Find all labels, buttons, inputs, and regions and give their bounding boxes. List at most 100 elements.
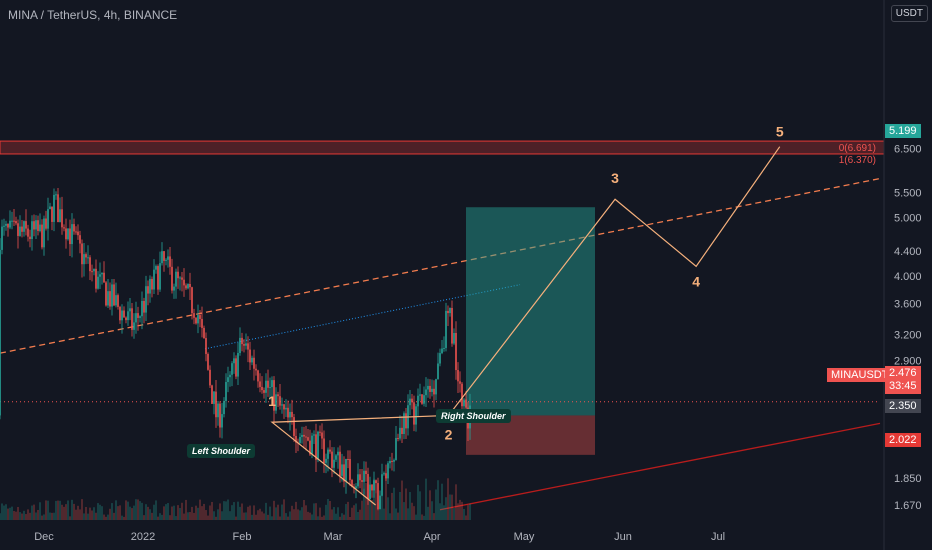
volume-bar — [235, 516, 237, 520]
volume-bar — [251, 514, 253, 520]
volume-bar — [83, 513, 85, 520]
candle-body — [461, 383, 463, 407]
volume-bar — [363, 488, 365, 520]
candle-body — [431, 388, 433, 392]
volume-bar — [459, 499, 461, 520]
volume-bar — [193, 512, 195, 520]
candle-body — [73, 224, 75, 232]
candle-body — [159, 263, 161, 290]
volume-bar — [403, 502, 405, 520]
candle-body — [35, 220, 37, 230]
volume-bar — [327, 499, 329, 520]
volume-bar — [389, 513, 391, 520]
candle-body — [7, 223, 9, 228]
x-tick-label: Dec — [34, 531, 54, 543]
candle-body — [205, 338, 207, 354]
volume-bar — [341, 513, 343, 520]
candle-body — [103, 272, 105, 283]
currency-button[interactable]: USDT — [890, 5, 928, 22]
volume-bar — [167, 503, 169, 520]
volume-bar — [89, 507, 91, 520]
volume-bar — [147, 506, 149, 520]
volume-bar — [417, 484, 419, 520]
volume-bar — [309, 512, 311, 520]
volume-bar — [313, 503, 315, 520]
right-shoulder-label: Right Shoulder — [436, 409, 511, 423]
candle-body — [271, 380, 273, 388]
candle-body — [397, 437, 399, 439]
volume-bar — [281, 504, 283, 520]
volume-bar — [243, 512, 245, 520]
volume-bar — [155, 500, 157, 520]
candle-body — [183, 279, 185, 286]
volume-bar — [51, 512, 53, 520]
candle-body — [227, 377, 229, 383]
volume-bar — [339, 516, 341, 520]
candle-body — [13, 220, 15, 222]
volume-bar — [391, 492, 393, 520]
wave-label-5: 5 — [776, 124, 784, 140]
volume-bar — [87, 513, 89, 520]
candle-body — [411, 398, 413, 403]
volume-bar — [31, 505, 33, 520]
volume-bar — [67, 500, 69, 520]
candle-body — [251, 357, 253, 363]
volume-bar — [335, 513, 337, 520]
volume-bar — [353, 505, 355, 520]
volume-bar — [213, 511, 215, 520]
volume-bar — [371, 500, 373, 520]
candle-body — [1, 226, 3, 250]
candle-body — [107, 291, 109, 306]
volume-bar — [355, 503, 357, 520]
candle-body — [179, 277, 181, 279]
volume-bar — [435, 489, 437, 520]
candle-body — [77, 231, 79, 236]
candle-body — [239, 337, 241, 354]
candle-body — [209, 369, 211, 386]
wave-label-4: 4 — [692, 273, 700, 289]
candle-body — [139, 316, 141, 318]
candle-body — [241, 337, 243, 345]
candle-body — [445, 310, 447, 348]
volume-bar — [401, 480, 403, 520]
volume-bar — [23, 510, 25, 520]
volume-bar — [63, 506, 65, 520]
volume-bar — [187, 512, 189, 520]
candle-body — [119, 306, 121, 321]
candle-body — [313, 434, 315, 436]
volume-bar — [3, 505, 5, 520]
candle-body — [321, 432, 323, 439]
volume-bar — [35, 512, 37, 520]
candle-body — [23, 221, 25, 232]
candle-body — [265, 380, 267, 393]
volume-bar — [79, 509, 81, 520]
position-profit-zone — [466, 207, 595, 416]
volume-bar — [199, 499, 201, 520]
volume-bar — [465, 515, 467, 520]
candle-body — [317, 431, 319, 460]
volume-bar — [115, 500, 117, 520]
volume-bar — [269, 506, 271, 520]
candle-body — [151, 278, 153, 290]
candle-body — [421, 394, 423, 404]
candle-body — [347, 458, 349, 460]
candle-body — [51, 206, 53, 222]
volume-bar — [337, 507, 339, 520]
volume-bar — [431, 501, 433, 520]
volume-bar — [173, 505, 175, 520]
volume-bar — [55, 500, 57, 520]
candle-body — [373, 480, 375, 491]
volume-bar — [469, 503, 471, 520]
volume-bar — [439, 503, 441, 520]
candle-body — [291, 411, 293, 418]
candle-body — [49, 206, 51, 210]
volume-bar — [123, 516, 125, 520]
volume-bar — [143, 515, 145, 520]
candle-body — [363, 470, 365, 482]
volume-bar — [305, 505, 307, 520]
candle-body — [29, 236, 31, 240]
candle-body — [295, 435, 297, 443]
candle-body — [345, 458, 347, 482]
